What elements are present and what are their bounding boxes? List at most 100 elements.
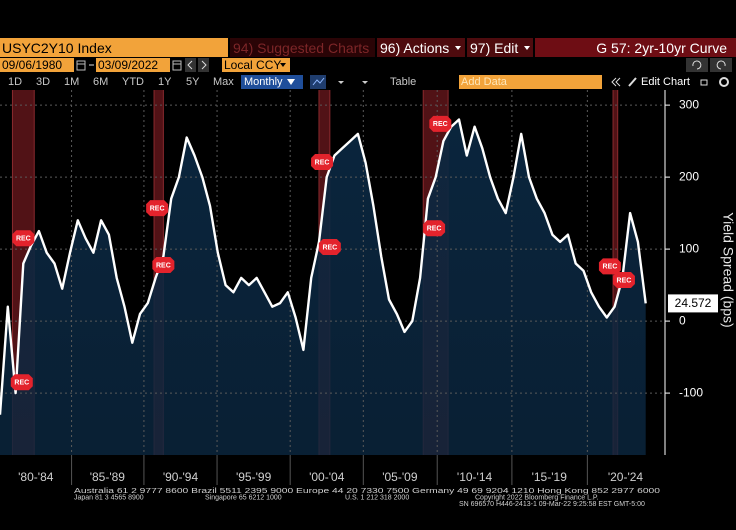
x-tick-label: '95-'99 [236, 470, 272, 484]
table-label: Table [390, 75, 417, 88]
edit-chart-button[interactable]: Edit Chart [641, 75, 696, 89]
footer-line: U.S. 1 212 318 2000 [345, 494, 409, 501]
rec-label: REC [315, 159, 330, 166]
y-tick-label: 0 [679, 313, 686, 327]
x-tick-label: '85-'89 [90, 470, 126, 484]
add-data-field[interactable]: Add Data [459, 75, 602, 89]
date-text: 03/09/2022 [98, 58, 159, 72]
x-tick-label: '80-'84 [18, 470, 54, 484]
rec-badge [429, 115, 452, 132]
rec-marker: REC [318, 238, 341, 255]
range-button[interactable]: Max [213, 75, 234, 88]
rec-badge [598, 258, 621, 275]
rec-label: REC [14, 380, 29, 387]
rec-marker: REC [10, 374, 33, 391]
rec-badge [612, 272, 635, 289]
rec-badge [423, 220, 446, 237]
footer-line: Singapore 65 6212 1000 [205, 494, 282, 501]
y-tick-label: -100 [679, 385, 703, 399]
rec-marker: REC [146, 200, 169, 217]
currency-select[interactable]: Local CCY [222, 58, 290, 72]
menu-button[interactable]: 97) Edit [467, 38, 533, 57]
x-tick-label: '00-'04 [309, 470, 345, 484]
rec-marker: REC [429, 115, 452, 132]
frequency-select[interactable]: Monthly [241, 75, 303, 89]
add-data-label: Add Data [461, 75, 507, 88]
range-button[interactable]: YTD [122, 75, 144, 88]
footer-line: SN 696570 H446-2413-1 09-Mar-22 9:25:58 … [459, 501, 645, 508]
rec-marker: REC [598, 258, 621, 275]
x-tick-label: '90-'94 [163, 470, 199, 484]
nav-arrows[interactable] [185, 58, 221, 72]
range-button[interactable]: 6M [93, 75, 109, 88]
y-tick-label: 200 [679, 169, 699, 183]
currency: Local CCY [224, 58, 282, 72]
rec-label: REC [427, 226, 442, 233]
menu-label: 97) Edit [470, 39, 519, 56]
menu-label: 96) Actions [380, 39, 450, 56]
dropdown-arrow [286, 79, 295, 85]
last-value-label: 24.572 [675, 296, 712, 310]
x-tick-label: '05-'09 [382, 470, 418, 484]
x-tick-label: '10-'14 [457, 470, 493, 484]
chart-title-bar: G 57: 2yr-10yr Curve [535, 38, 736, 57]
rec-label: REC [617, 277, 632, 284]
frequency: Monthly [244, 75, 283, 88]
calendar-icon[interactable] [76, 59, 86, 71]
rec-marker: REC [311, 153, 334, 170]
rec-badge [152, 256, 175, 273]
dropdown-arrow [524, 45, 531, 50]
ticker-field[interactable]: USYC2Y10 Index [0, 38, 228, 57]
edit-chart-label: Edit Chart [641, 75, 690, 88]
chart-title: G 57: 2yr-10yr Curve [596, 39, 727, 56]
menu-label: 94) Suggested Charts [233, 39, 370, 56]
date-text: 09/06/1980 [2, 58, 63, 72]
dropdown-arrow [455, 45, 462, 50]
range-button[interactable]: 1M [64, 75, 80, 88]
undo-redo[interactable] [686, 58, 736, 72]
dropdown-arrow [280, 63, 286, 67]
range-button[interactable]: 1D [8, 75, 23, 88]
rec-marker: REC [12, 230, 35, 247]
footer-line: Australia 61 2 9777 8600 Brazil 5511 239… [74, 488, 660, 495]
y-tick-label: 300 [679, 97, 699, 111]
menu-button[interactable]: 96) Actions [377, 38, 465, 57]
rec-label: REC [603, 264, 618, 271]
area-fill [0, 119, 646, 455]
range-button[interactable]: 5Y [186, 75, 200, 88]
last-value-box [668, 294, 718, 313]
footer-line: Japan 81 3 4565 8900 [74, 494, 144, 501]
menu-button[interactable]: 94) Suggested Charts [230, 38, 375, 57]
rec-label: REC [433, 121, 448, 128]
rec-badge [146, 200, 169, 217]
rec-label: REC [322, 244, 337, 251]
rec-badge [10, 374, 33, 391]
collapse-icons[interactable] [608, 75, 640, 89]
x-tick-label: '15-'19 [532, 470, 568, 484]
end-date[interactable]: 03/09/2022 [96, 58, 170, 72]
ticker: USYC2Y10 Index [2, 39, 112, 56]
rec-marker: REC [423, 220, 446, 237]
rec-label: REC [156, 262, 171, 269]
rec-marker: REC [612, 272, 635, 289]
footer-line: Copyright 2022 Bloomberg Finance L.P. [475, 494, 599, 501]
table-button[interactable]: Table [390, 75, 430, 89]
rec-label: REC [16, 236, 31, 243]
range-button[interactable]: 1Y [158, 75, 172, 88]
chart-type-icons[interactable] [310, 75, 370, 89]
rec-marker: REC [152, 256, 175, 273]
y-tick-label: 100 [679, 241, 699, 255]
range-button[interactable]: 3D [36, 75, 51, 88]
settings-icons[interactable] [698, 75, 734, 89]
rec-badge [12, 230, 35, 247]
x-tick-label: '20-'24 [608, 470, 644, 484]
date-dash [89, 64, 94, 66]
rec-badge [311, 153, 334, 170]
rec-badge [318, 238, 341, 255]
plot-area: REC REC REC REC REC REC REC REC REC REC [0, 90, 665, 455]
start-date[interactable]: 09/06/1980 [0, 58, 74, 72]
calendar-icon[interactable] [172, 59, 182, 71]
y-axis-label: Yield Spread (bps) [720, 212, 736, 327]
